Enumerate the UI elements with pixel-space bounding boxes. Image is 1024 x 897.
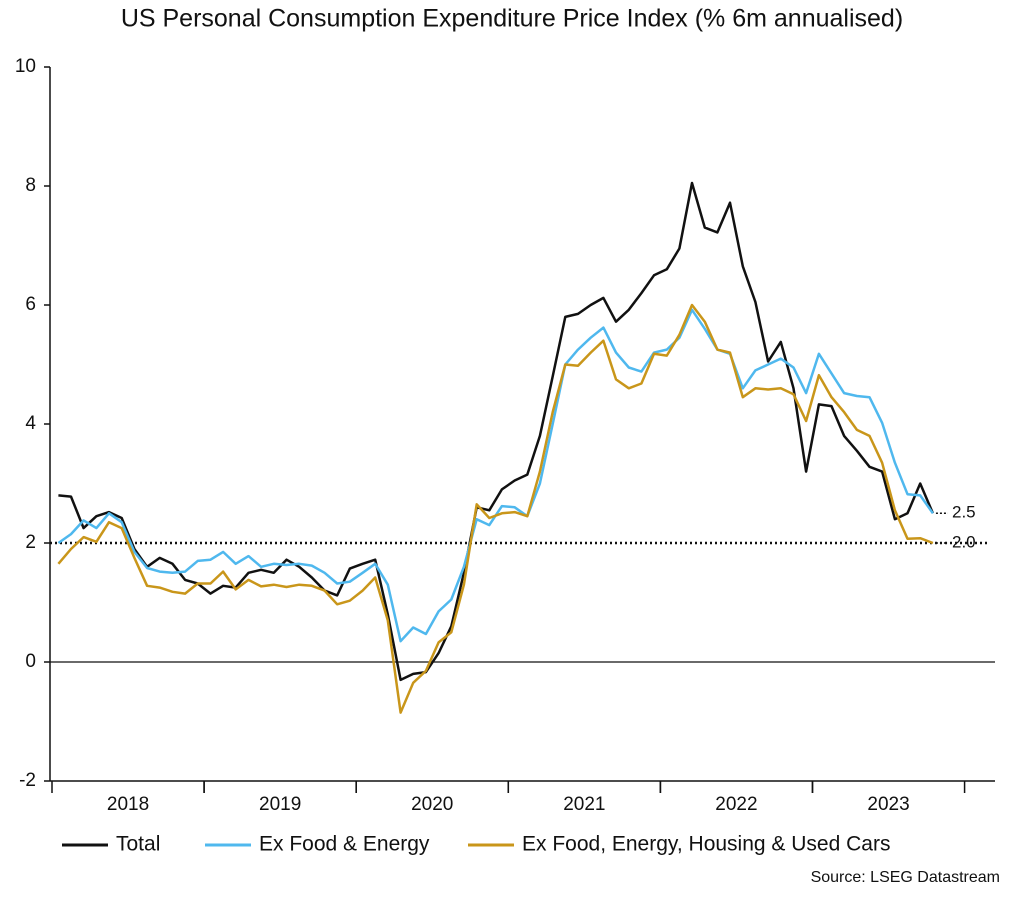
y-tick-label: 8 [25, 175, 36, 196]
y-tick-label: 2 [25, 532, 36, 553]
x-tick-label: 2018 [107, 794, 149, 815]
x-tick-label: 2019 [259, 794, 301, 815]
legend-label: Ex Food & Energy [259, 833, 430, 856]
y-tick-label: 10 [15, 56, 36, 77]
annotation: 2.0 [952, 532, 976, 551]
series-line [57, 303, 934, 714]
x-tick-label: 2021 [563, 794, 605, 815]
y-tick-label: 4 [25, 413, 36, 434]
y-tick-label: -2 [19, 770, 36, 791]
x-tick-label: 2023 [867, 794, 909, 815]
chart-title: US Personal Consumption Expenditure Pric… [121, 5, 903, 33]
y-tick-label: 0 [25, 651, 36, 672]
x-tick-label: 2022 [715, 794, 757, 815]
y-tick-label: 6 [25, 294, 36, 315]
x-tick-label: 2020 [411, 794, 453, 815]
source: Source: LSEG Datastream [811, 869, 1000, 886]
annotation: 2.5 [952, 503, 976, 522]
legend-label: Ex Food, Energy, Housing & Used Cars [522, 833, 890, 856]
series-line [58, 181, 935, 682]
legend-label: Total [116, 833, 160, 856]
